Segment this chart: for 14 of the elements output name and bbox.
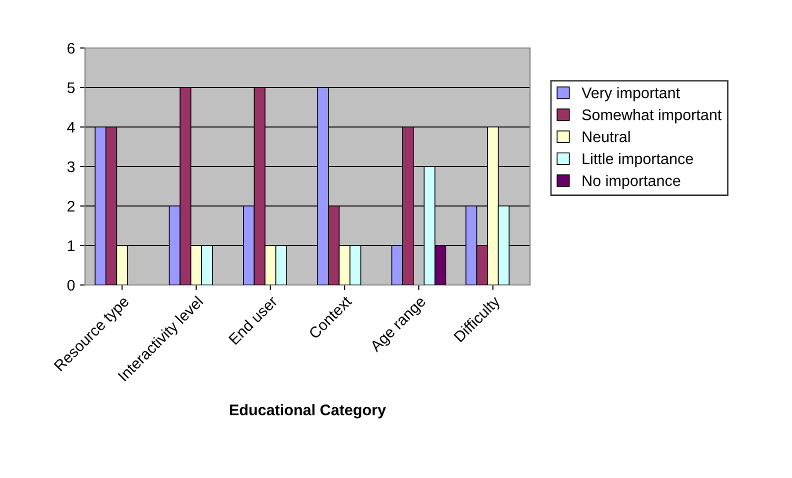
legend-label: No importance xyxy=(582,174,680,190)
y-tick-label: 0 xyxy=(67,280,75,291)
y-tick-label: 5 xyxy=(67,82,75,94)
y-tick-label: 2 xyxy=(68,200,75,212)
legend-label: Neutral xyxy=(582,130,630,142)
x-axis-title: Educational Category xyxy=(230,404,386,418)
y-tick-label: 3 xyxy=(67,161,75,172)
y-tick-label: 1 xyxy=(68,240,75,252)
legend-label: Very important xyxy=(582,87,680,102)
legend-label: Somewhat important xyxy=(582,109,722,124)
legend-label: Little importance xyxy=(582,152,693,168)
y-tick-label: 6 xyxy=(68,42,75,54)
x-tick-label: End user xyxy=(228,294,278,346)
y-tick-label: 4 xyxy=(67,122,75,133)
